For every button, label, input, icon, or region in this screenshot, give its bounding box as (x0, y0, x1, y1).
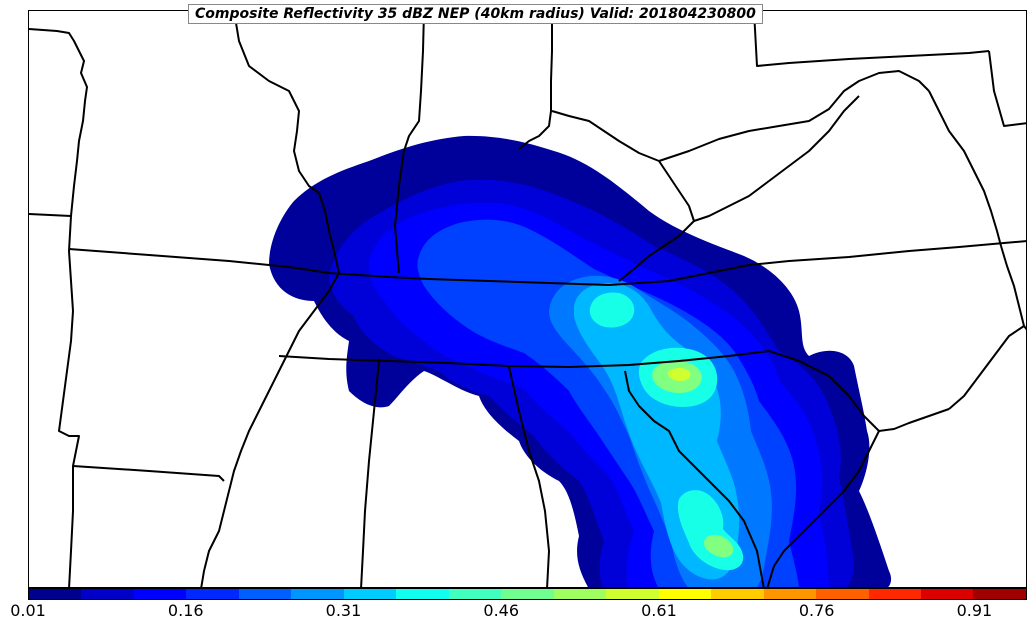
colorbar-tick-label: 0.61 (641, 601, 677, 620)
boundary-line (658, 70, 930, 162)
boundary-line (58, 250, 225, 482)
boundary-line (360, 360, 380, 587)
boundaries (29, 11, 1026, 587)
colorbar-segment (658, 589, 712, 599)
colorbar-segment (501, 589, 554, 599)
colorbar-tick-label: 0.16 (167, 601, 204, 620)
boundary-line (68, 240, 1026, 286)
field-level-9 (668, 368, 691, 381)
colorbar-segment (868, 589, 921, 599)
boundary-line (766, 430, 880, 587)
map-title: Composite Reflectivity 35 dBZ NEP (40km … (188, 4, 763, 24)
boundary-line (551, 110, 695, 282)
boundary-line (278, 350, 770, 368)
probability-field (269, 135, 892, 587)
boundary-line (948, 325, 1025, 410)
colorbar-segment (186, 589, 239, 599)
boundary-line (508, 366, 550, 587)
colorbar-segment (133, 589, 187, 599)
boundary-line (29, 213, 72, 217)
colorbar-segment (343, 589, 397, 599)
boundary-line (518, 11, 553, 150)
colorbar-segment (920, 589, 974, 599)
colorbar-segment (816, 589, 869, 599)
boundary-line (693, 95, 860, 222)
colorbar-segment (238, 589, 292, 599)
field-level-7 (589, 292, 744, 571)
map-frame (28, 10, 1027, 588)
boundary-line (233, 11, 340, 274)
colorbar-segment (553, 589, 607, 599)
boundary-line (768, 350, 950, 432)
colorbar-tick-label: 0.91 (956, 601, 993, 620)
colorbar-segment (763, 589, 817, 599)
field-level-8 (652, 361, 734, 558)
colorbar-tick-label: 0.01 (10, 601, 46, 620)
colorbar-segment (291, 589, 344, 599)
boundary-line (1000, 245, 1026, 331)
boundary-line (753, 11, 990, 67)
colorbar-tick-label: 0.76 (798, 601, 835, 620)
colorbar-segment (81, 589, 134, 599)
colorbar-tick-label: 0.46 (483, 601, 520, 620)
colorbar-segment (396, 589, 449, 599)
colorbar-tick-label: 0.31 (325, 601, 362, 620)
boundary-line (200, 272, 340, 587)
boundary-line (68, 466, 74, 587)
boundary-line (29, 28, 88, 252)
colorbar-segment (973, 589, 1026, 599)
boundary-line (624, 370, 765, 587)
colorbar-segment (29, 589, 82, 599)
boundary-line (928, 90, 1002, 247)
probability-map (29, 11, 1026, 587)
boundary-line (988, 50, 1026, 127)
boundary-line (394, 11, 425, 274)
colorbar (28, 588, 1027, 600)
colorbar-segment (606, 589, 659, 599)
colorbar-segment (448, 589, 502, 599)
colorbar-segment (711, 589, 764, 599)
